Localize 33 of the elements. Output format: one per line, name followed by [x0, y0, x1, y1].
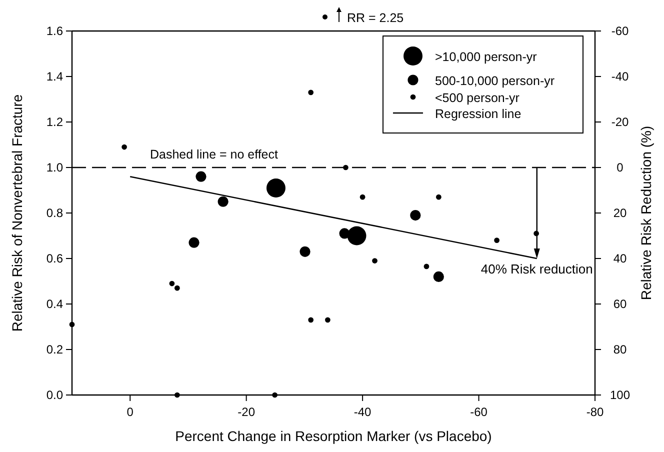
x-tick-label: -80	[586, 405, 604, 419]
y-tick-label: 0.8	[46, 206, 64, 220]
y-tick-label: 1.0	[46, 160, 64, 174]
y-tick-label: 1.4	[46, 70, 64, 84]
y2-tick-label: 0	[616, 160, 624, 174]
y-tick-label: 1.6	[46, 24, 64, 38]
y2-tick-label: 40	[613, 252, 627, 266]
text: RR = 2.25	[347, 11, 404, 25]
y-axis-title: Relative Risk of Nonvertebral Fracture	[9, 94, 25, 332]
y-tick-label: 0.2	[46, 342, 64, 356]
x-tick-label: -20	[238, 405, 256, 419]
y2-tick-label: 80	[613, 342, 627, 356]
annotation: 40% Risk reduction	[480, 262, 593, 276]
y2-axis-title: Relative Risk Reduction (%)	[638, 126, 654, 300]
y-tick-label: 0.6	[46, 252, 64, 266]
legend-label: <500 person-yr	[435, 91, 520, 105]
x-tick-label: 0	[126, 405, 134, 419]
legend-label: 500-10,000 person-yr	[435, 74, 555, 88]
y2-tick-label: 60	[613, 297, 627, 311]
y2-tick-label: 100	[610, 388, 630, 402]
y-tick-label: 0.0	[46, 388, 64, 402]
y2-tick-label: 20	[613, 206, 627, 220]
y2-tick-label: -20	[611, 115, 629, 129]
x-tick-label: -40	[354, 405, 372, 419]
legend-label: Regression line	[435, 107, 522, 121]
y-tick-label: 1.2	[46, 115, 64, 129]
x-axis-title: Percent Change in Resorption Marker (vs Placebo)	[175, 428, 492, 444]
ref-line-label: Dashed line = no effect	[150, 148, 279, 162]
y2-tick-label: -40	[611, 70, 629, 84]
x-tick-label: -60	[470, 405, 488, 419]
y2-tick-label: -60	[611, 24, 629, 38]
legend-label: >10,000 person-yr	[435, 50, 537, 64]
y-tick-label: 0.4	[46, 297, 64, 311]
